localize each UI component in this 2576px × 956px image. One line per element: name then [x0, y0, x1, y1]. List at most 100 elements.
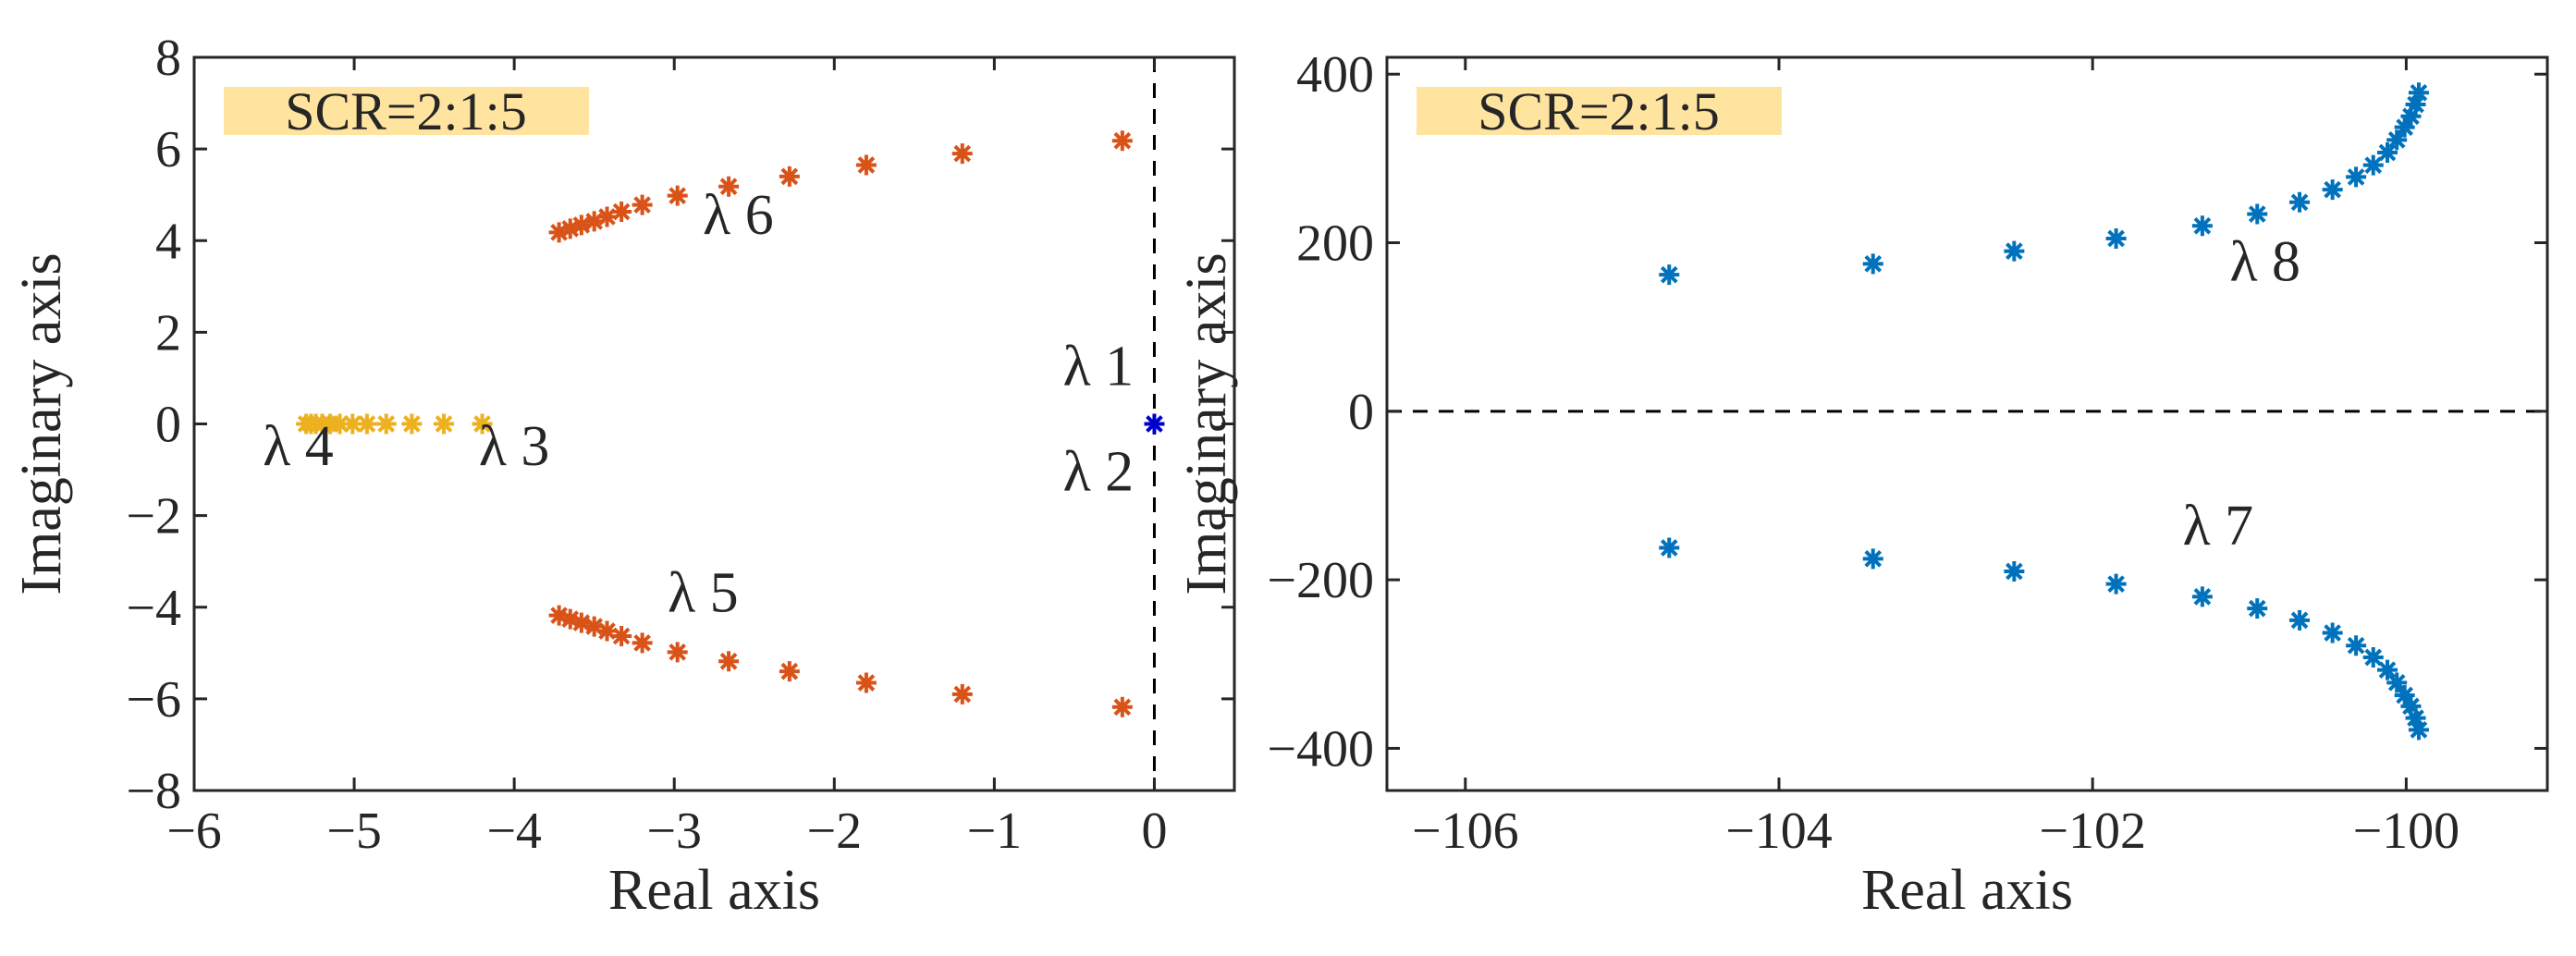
- data-point: [356, 413, 377, 435]
- chart-2: −106 −104 −102 −100 −400 −200 0 200 400 Real axis…: [1175, 46, 2549, 922]
- annotation-8: λ 8: [2229, 231, 2300, 294]
- data-point: [2394, 685, 2415, 706]
- x-tick-label: −102: [2039, 803, 2146, 860]
- y-axis-label: Imaginary axis: [1175, 252, 1238, 594]
- y-tick-label: −2: [126, 488, 181, 545]
- data-point: [2400, 695, 2422, 717]
- data-point: [2105, 573, 2127, 594]
- series-1-2: [1144, 413, 1165, 435]
- data-point: [596, 206, 618, 227]
- data-point: [2386, 129, 2408, 151]
- annotation-7: λ 7: [2183, 495, 2254, 558]
- data-point: [1862, 548, 1883, 570]
- data-point: [2405, 707, 2426, 729]
- y-tick-label: −6: [126, 671, 181, 729]
- annotation-2: λ 2: [1063, 440, 1135, 503]
- data-point: [1659, 537, 1680, 558]
- data-point: [2322, 179, 2343, 201]
- data-point: [2408, 719, 2429, 741]
- y-tick-label: 8: [155, 30, 181, 87]
- annotation-6: λ 6: [703, 184, 774, 247]
- series-7: [1659, 537, 2429, 741]
- data-point: [2004, 561, 2025, 582]
- annotation-4: λ 4: [263, 415, 334, 478]
- scr-badge: SCR=2:1:5: [285, 81, 527, 141]
- data-point: [2289, 609, 2311, 631]
- data-point: [2247, 598, 2268, 619]
- data-point: [434, 413, 454, 435]
- y-tick-label: 6: [155, 121, 181, 178]
- x-tick-label: −100: [2353, 803, 2460, 860]
- data-point: [951, 143, 973, 165]
- data-point: [2289, 191, 2311, 213]
- data-point: [1659, 264, 1680, 286]
- data-point: [596, 620, 618, 642]
- x-tick-label: −3: [646, 803, 702, 860]
- data-point: [2362, 154, 2384, 176]
- series-3-4: [296, 413, 493, 435]
- data-point: [718, 176, 740, 197]
- data-point: [2247, 203, 2268, 225]
- data-point: [329, 413, 350, 435]
- y-tick-label: −8: [126, 763, 181, 820]
- x-tick-label: −6: [166, 803, 222, 860]
- y-tick-label: 0: [1348, 384, 1374, 441]
- data-point: [632, 632, 653, 654]
- data-point: [951, 683, 973, 705]
- x-axis-label: Real axis: [608, 859, 820, 922]
- data-point: [1862, 253, 1883, 275]
- data-point: [1111, 130, 1133, 152]
- x-tick-label: 0: [1141, 803, 1167, 860]
- y-tick-label: 200: [1296, 215, 1374, 273]
- y-tick-label: 400: [1296, 46, 1374, 104]
- data-point: [2004, 240, 2025, 262]
- data-point: [2105, 227, 2127, 249]
- data-point: [632, 194, 653, 215]
- y-axis-label: Imaginary axis: [10, 252, 73, 594]
- x-tick-label: −4: [486, 803, 542, 860]
- y-tick-label: −400: [1267, 720, 1374, 778]
- data-point: [472, 413, 493, 435]
- x-tick-label: −1: [967, 803, 1023, 860]
- data-point: [2394, 116, 2415, 138]
- data-point: [559, 608, 581, 630]
- data-point: [2346, 166, 2367, 188]
- badge-background: [224, 87, 589, 135]
- data-point: [855, 672, 877, 693]
- data-point: [855, 154, 877, 176]
- data-point: [2386, 672, 2408, 693]
- data-point: [548, 222, 570, 243]
- data-point: [1144, 413, 1165, 435]
- data-point: [2400, 105, 2422, 127]
- data-point: [2346, 635, 2367, 656]
- y-tick-label: 2: [155, 304, 181, 362]
- y-tick-label: 0: [155, 397, 181, 454]
- data-point: [548, 605, 570, 626]
- data-point: [2362, 646, 2384, 668]
- series-6: [548, 130, 1133, 243]
- y-tick-label: 4: [155, 213, 181, 270]
- data-point: [2322, 622, 2343, 643]
- data-point: [401, 413, 423, 435]
- annotation-3: λ 3: [479, 415, 550, 478]
- data-point: [583, 616, 605, 637]
- y-tick-label: −200: [1267, 552, 1374, 609]
- data-point: [570, 612, 592, 633]
- scr-badge: SCR=2:1:5: [1478, 81, 1720, 141]
- x-tick-label: −2: [807, 803, 863, 860]
- data-point: [375, 413, 397, 435]
- data-point: [611, 625, 632, 646]
- x-tick-label: −104: [1725, 803, 1833, 860]
- data-point: [2405, 94, 2426, 116]
- annotation-5: λ 5: [668, 562, 739, 625]
- badge-background: [1417, 87, 1782, 135]
- x-tick-label: −106: [1412, 803, 1519, 860]
- data-point: [667, 185, 688, 206]
- data-point: [1111, 696, 1133, 717]
- data-point: [2377, 659, 2398, 680]
- data-point: [583, 211, 605, 232]
- data-point: [779, 165, 800, 187]
- data-point: [2408, 82, 2429, 104]
- y-tick-label: −4: [126, 580, 181, 637]
